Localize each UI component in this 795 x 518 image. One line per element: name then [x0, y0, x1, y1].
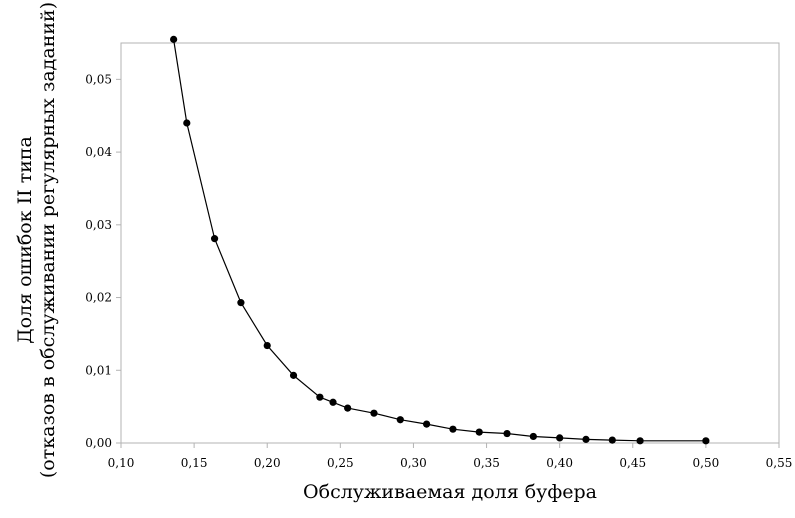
- y-axis-title-line-1: Доля ошибок II типа: [14, 136, 36, 344]
- y-tick-label: 0,05: [85, 72, 112, 86]
- data-point: [396, 416, 404, 424]
- data-point: [503, 429, 511, 438]
- x-tick-label: 0,35: [473, 456, 500, 470]
- data-point: [582, 435, 590, 443]
- data-point: [423, 420, 431, 428]
- y-axis-title-line-2: (отказов в обслуживании регулярных задан…: [37, 2, 59, 478]
- data-point: [263, 341, 271, 350]
- y-tick-label: 0,01: [85, 363, 112, 377]
- data-point: [329, 398, 337, 406]
- x-tick-label: 0,10: [108, 456, 135, 470]
- data-point: [237, 299, 245, 307]
- y-tick-label: 0,02: [85, 291, 112, 305]
- x-tick-label: 0,45: [619, 456, 646, 470]
- data-point: [608, 436, 616, 444]
- data-point: [556, 434, 564, 442]
- x-tick-label: 0,30: [400, 456, 427, 470]
- data-point: [170, 35, 178, 43]
- data-point: [529, 432, 537, 441]
- data-point: [316, 393, 324, 401]
- plot-area-frame: [120, 42, 780, 444]
- x-tick-label: 0,20: [254, 456, 281, 470]
- data-point: [449, 425, 457, 433]
- x-tick-label: 0,25: [327, 456, 354, 470]
- y-tick-label: 0,04: [85, 145, 112, 159]
- series-line: [173, 39, 706, 442]
- x-tick-label: 0,40: [546, 456, 573, 470]
- x-axis-ticks: 0,10 0,15 0,20 0,25 0,30 0,35 0,40 0,45 0,50 0,55: [108, 443, 793, 470]
- data-point: [702, 437, 710, 445]
- data-point: [370, 409, 378, 417]
- data-point: [475, 428, 483, 436]
- y-tick-label: 0,03: [85, 218, 112, 232]
- data-point: [344, 404, 352, 412]
- data-point: [289, 371, 298, 379]
- x-tick-label: 0,15: [181, 456, 208, 470]
- x-tick-label: 0,55: [766, 456, 793, 470]
- y-axis-ticks: 0,00 0,01 0,02 0,03 0,04 0,05: [85, 72, 121, 450]
- y-tick-label: 0,00: [85, 436, 112, 450]
- data-points: [170, 35, 710, 445]
- data-point: [636, 437, 644, 445]
- x-tick-label: 0,50: [693, 456, 720, 470]
- x-axis-title: Обслуживаемая доля буфера: [303, 481, 597, 503]
- data-point: [210, 235, 219, 243]
- data-point: [183, 119, 191, 127]
